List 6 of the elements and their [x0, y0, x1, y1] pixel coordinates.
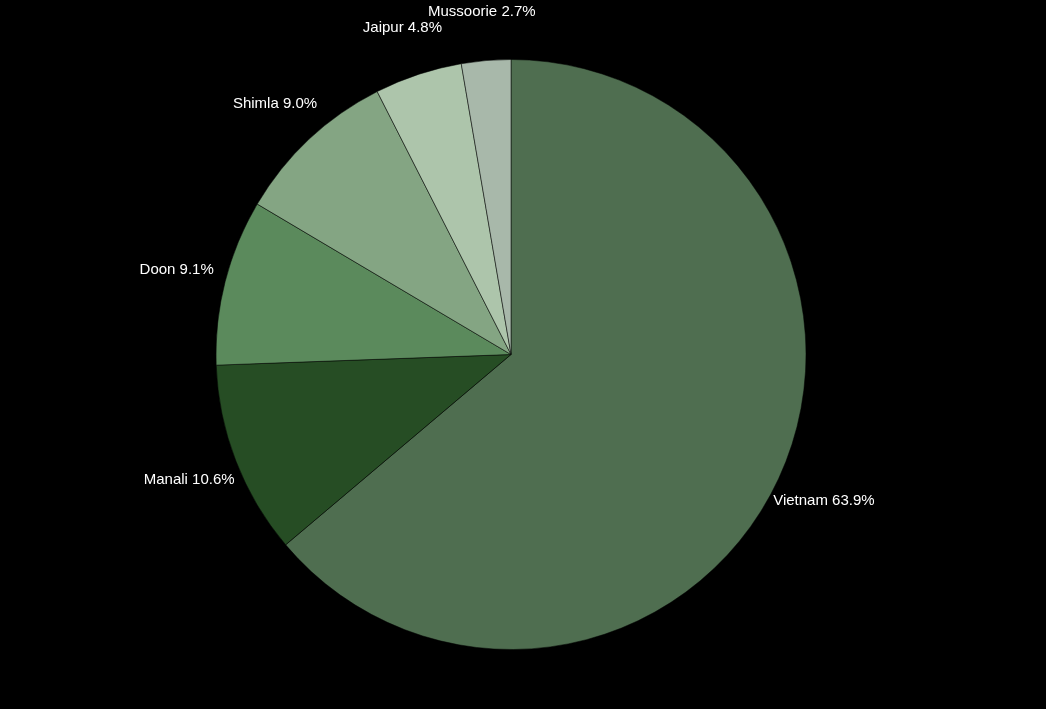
slice-label: Doon 9.1%	[139, 260, 214, 278]
slice-label: Jaipur 4.8%	[362, 18, 443, 36]
slice-label: Mussoorie 2.7%	[428, 1, 536, 19]
slice-label: Vietnam 63.9%	[773, 490, 875, 508]
slice-label: Shimla 9.0%	[232, 93, 318, 111]
slice-label: Manali 10.6%	[143, 469, 235, 487]
